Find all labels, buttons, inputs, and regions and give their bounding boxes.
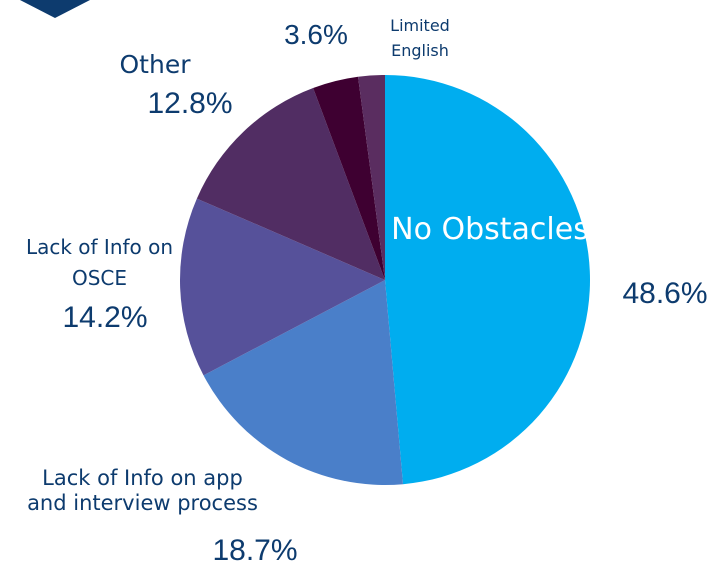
pie-slice: [180, 198, 385, 376]
slice-label: Lack of Info on OSCE: [25, 235, 174, 290]
value-label: 48.6%: [622, 277, 708, 310]
pie-slice: [313, 76, 385, 280]
pie-slice: [203, 280, 404, 486]
pie-slice: [196, 88, 385, 281]
value-label: 14.2%: [62, 301, 148, 334]
value-label: 3.6%: [284, 19, 348, 50]
slice-label: No Obstacles: [391, 212, 589, 247]
slice-label: Limited English: [390, 16, 450, 60]
pie-slice: [385, 74, 591, 485]
value-label: 12.8%: [147, 87, 233, 120]
value-label: 18.7%: [212, 534, 298, 567]
header-ornament: [20, 0, 90, 18]
slice-label: Other: [119, 50, 191, 79]
slice-label: Lack of Info on app and interview proces…: [27, 466, 258, 516]
pie-slice: [358, 75, 385, 280]
